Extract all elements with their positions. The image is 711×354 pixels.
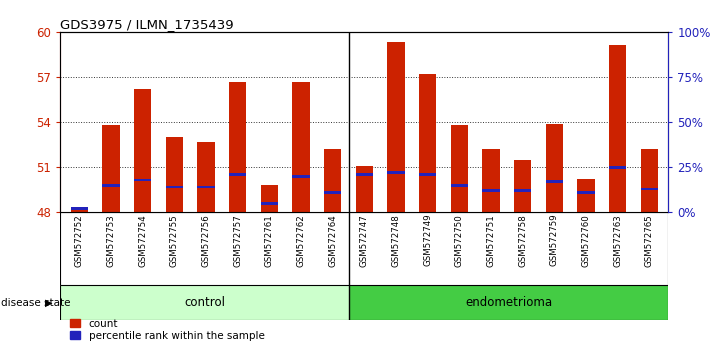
Bar xyxy=(514,160,531,212)
Bar xyxy=(261,185,278,212)
Bar xyxy=(166,137,183,212)
Bar xyxy=(419,74,437,212)
Bar xyxy=(482,189,500,192)
Text: disease state: disease state xyxy=(1,298,71,308)
Text: GSM572756: GSM572756 xyxy=(202,214,210,267)
Bar xyxy=(356,173,373,176)
Bar xyxy=(166,186,183,188)
Bar xyxy=(545,124,563,212)
Text: GSM572753: GSM572753 xyxy=(107,214,116,267)
Bar xyxy=(356,166,373,212)
Bar xyxy=(102,125,119,212)
Bar xyxy=(134,89,151,212)
Text: ▶: ▶ xyxy=(45,298,53,308)
Bar xyxy=(641,149,658,212)
Bar xyxy=(292,81,310,212)
Bar xyxy=(482,149,500,212)
Text: GSM572747: GSM572747 xyxy=(360,214,369,267)
Text: GSM572750: GSM572750 xyxy=(455,214,464,267)
Text: GSM572748: GSM572748 xyxy=(392,214,400,267)
Text: GSM572758: GSM572758 xyxy=(518,214,527,267)
Text: endometrioma: endometrioma xyxy=(465,296,552,309)
Bar xyxy=(229,173,247,176)
Bar xyxy=(577,179,594,212)
Bar xyxy=(609,45,626,212)
Bar xyxy=(514,189,531,192)
Bar xyxy=(641,188,658,190)
Text: GSM572749: GSM572749 xyxy=(423,214,432,267)
Bar xyxy=(70,207,88,210)
Bar xyxy=(419,173,437,176)
Bar xyxy=(70,210,88,212)
Text: GSM572752: GSM572752 xyxy=(75,214,84,267)
Text: control: control xyxy=(184,296,225,309)
Text: GDS3975 / ILMN_1735439: GDS3975 / ILMN_1735439 xyxy=(60,18,234,31)
Bar xyxy=(324,191,341,194)
Bar xyxy=(387,171,405,174)
Text: GSM572757: GSM572757 xyxy=(233,214,242,267)
Text: GSM572760: GSM572760 xyxy=(582,214,591,267)
Bar xyxy=(324,149,341,212)
Text: GSM572763: GSM572763 xyxy=(613,214,622,267)
Text: GSM572751: GSM572751 xyxy=(486,214,496,267)
Bar xyxy=(577,191,594,194)
Bar xyxy=(348,285,668,320)
Text: GSM572761: GSM572761 xyxy=(265,214,274,267)
Bar xyxy=(134,178,151,181)
Bar xyxy=(198,186,215,188)
Bar xyxy=(60,285,348,320)
Bar xyxy=(451,125,468,212)
Bar xyxy=(545,180,563,183)
Bar xyxy=(229,81,247,212)
Bar xyxy=(198,142,215,212)
Bar xyxy=(261,202,278,205)
Text: GSM572764: GSM572764 xyxy=(328,214,337,267)
Text: GSM572759: GSM572759 xyxy=(550,214,559,267)
Text: GSM572762: GSM572762 xyxy=(296,214,306,267)
Bar xyxy=(451,184,468,187)
Text: GSM572755: GSM572755 xyxy=(170,214,179,267)
Text: GSM572765: GSM572765 xyxy=(645,214,654,267)
Bar xyxy=(102,184,119,187)
Bar xyxy=(609,166,626,169)
Text: GSM572754: GSM572754 xyxy=(138,214,147,267)
Bar xyxy=(387,42,405,212)
Bar xyxy=(292,175,310,178)
Legend: count, percentile rank within the sample: count, percentile rank within the sample xyxy=(65,315,269,345)
